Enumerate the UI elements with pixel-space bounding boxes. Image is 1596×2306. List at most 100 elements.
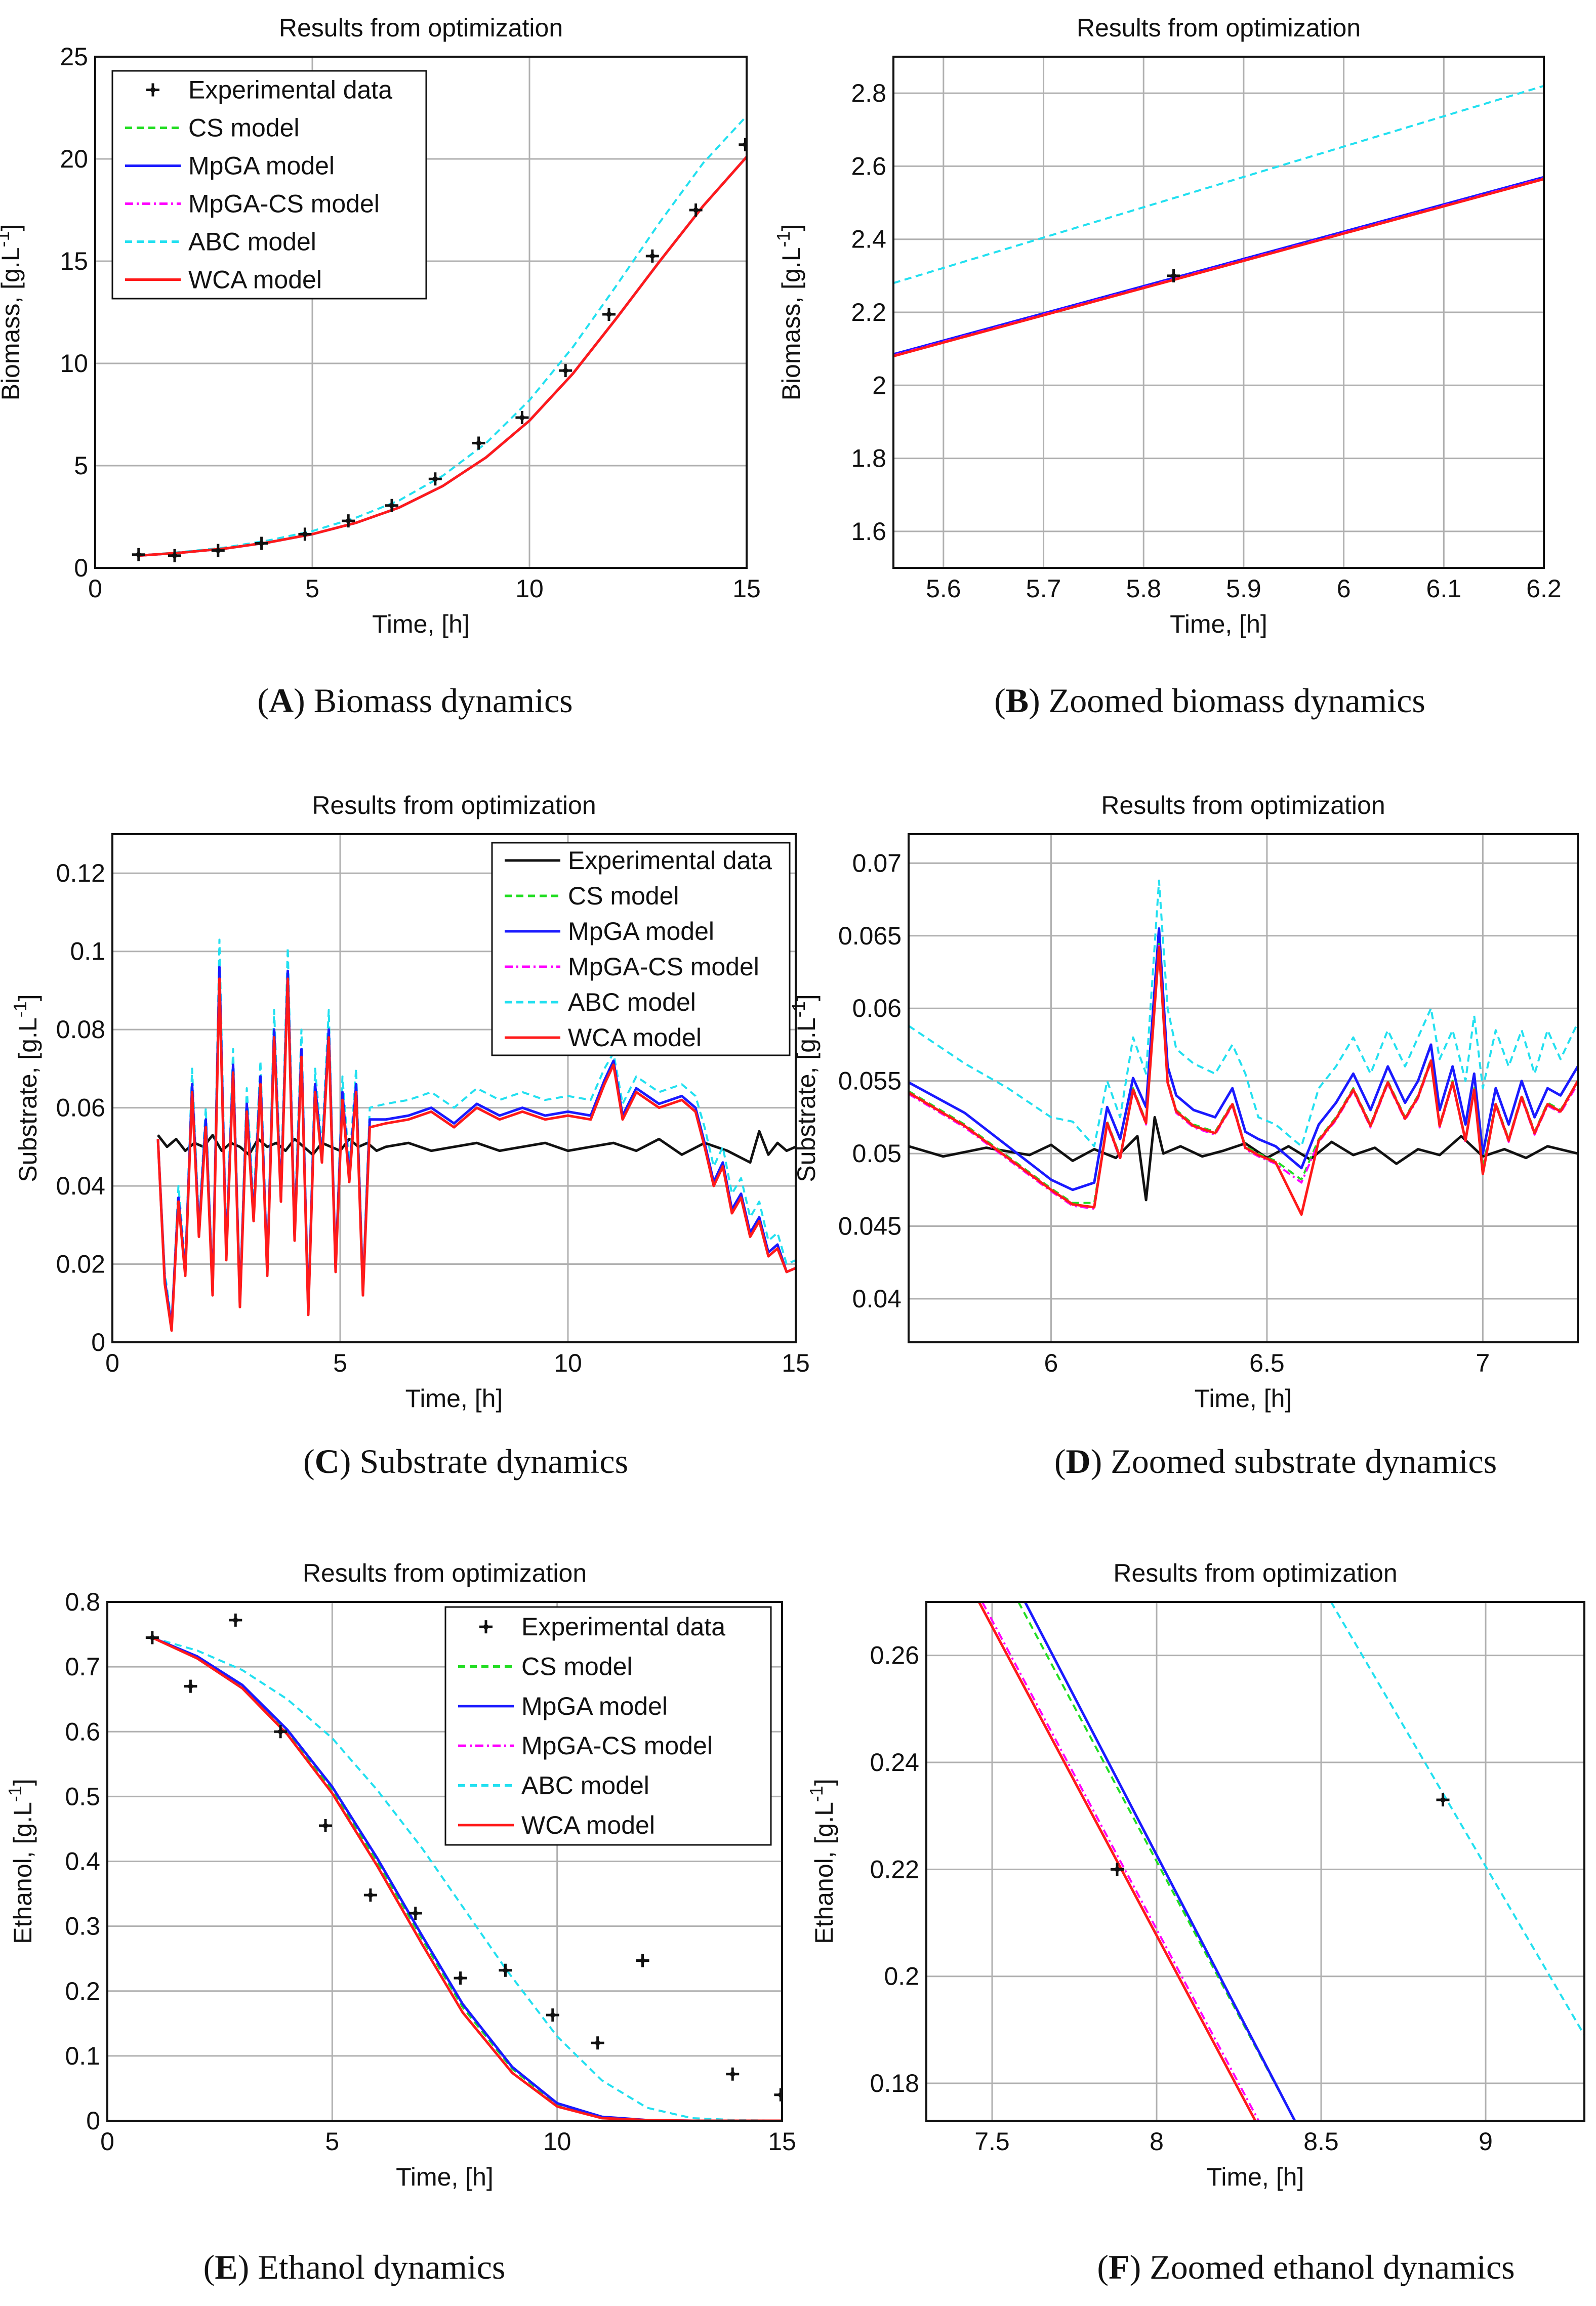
y-tick-label: 0.02 bbox=[56, 1250, 105, 1279]
caption-d: (D) Zoomed substrate dynamics bbox=[1054, 1442, 1497, 1480]
legend-label: ABC model bbox=[568, 988, 696, 1016]
y-axis-label: Biomass, [g.L-1] bbox=[773, 224, 805, 401]
x-tick-label: 7 bbox=[1476, 1349, 1490, 1377]
legend-box bbox=[111, 70, 427, 300]
experimental-point bbox=[1111, 1863, 1124, 1876]
experimental-point bbox=[184, 1679, 197, 1693]
legend-label: WCA model bbox=[568, 1023, 702, 1052]
axes-frame bbox=[94, 56, 748, 569]
series-line-abc-model bbox=[909, 879, 1578, 1147]
x-tick-label: 9 bbox=[1479, 2127, 1493, 2156]
experimental-point bbox=[602, 308, 616, 321]
x-axis-label: Time, [h] bbox=[396, 2163, 494, 2191]
legend: Experimental data CS model MpGA model MpGA-… bbox=[111, 70, 427, 300]
y-tick-label: 0.06 bbox=[852, 994, 902, 1022]
legend-label: CS model bbox=[568, 882, 679, 910]
x-tick-label: 6.1 bbox=[1426, 574, 1462, 603]
experimental-point bbox=[274, 1725, 288, 1739]
legend-label: Experimental data bbox=[568, 846, 772, 875]
y-tick-label: 0.7 bbox=[65, 1653, 100, 1681]
experimental-point bbox=[298, 527, 312, 541]
y-tick-label: 0.08 bbox=[56, 1015, 105, 1044]
y-tick-label: 2.2 bbox=[851, 298, 886, 326]
y-tick-label: 2.4 bbox=[851, 225, 886, 254]
x-tick-label: 5 bbox=[333, 1349, 347, 1377]
legend-label: ABC model bbox=[188, 228, 316, 256]
y-axis-label: Biomass, [g.L-1] bbox=[0, 224, 25, 401]
experimental-point bbox=[689, 203, 703, 217]
legend-item: CS model bbox=[125, 114, 300, 142]
x-tick-label: 15 bbox=[782, 1349, 810, 1377]
axes-frame bbox=[892, 56, 1545, 569]
caption-b: (B) Zoomed biomass dynamics bbox=[994, 681, 1425, 720]
y-tick-label: 0.6 bbox=[65, 1717, 100, 1746]
y-tick-label: 0.2 bbox=[65, 1977, 100, 2005]
x-tick-label: 10 bbox=[515, 574, 544, 603]
series-line-mpga-model bbox=[893, 176, 1544, 356]
experimental-point bbox=[363, 1888, 377, 1902]
experimental-point bbox=[636, 1954, 649, 1967]
legend-item: Experimental data bbox=[505, 846, 772, 875]
legend-box bbox=[491, 842, 791, 1056]
legend-item: MpGA model bbox=[125, 152, 335, 180]
experimental-point bbox=[645, 249, 659, 263]
legend: Experimental data CS model MpGA model MpGA-… bbox=[491, 842, 791, 1056]
y-tick-label: 1.8 bbox=[851, 444, 886, 473]
experimental-point bbox=[145, 1631, 159, 1644]
x-tick-label: 5.6 bbox=[926, 574, 961, 603]
x-tick-label: 5.7 bbox=[1026, 574, 1061, 603]
y-tick-label: 20 bbox=[60, 145, 88, 173]
legend-label: WCA model bbox=[188, 266, 322, 294]
x-tick-label: 6 bbox=[1337, 574, 1351, 603]
y-axis-label: Substrate, [g.L-1] bbox=[788, 994, 821, 1182]
chart-title: Results from optimization bbox=[279, 14, 563, 42]
legend-item: MpGA-CS model bbox=[125, 190, 380, 218]
experimental-point bbox=[774, 2088, 782, 2102]
legend-label: MpGA-CS model bbox=[188, 190, 380, 218]
y-tick-label: 0.04 bbox=[56, 1172, 105, 1200]
y-tick-label: 0.05 bbox=[852, 1139, 902, 1168]
experimental-point bbox=[319, 1819, 333, 1833]
axes-frame bbox=[111, 833, 797, 1343]
legend: Experimental data CS model MpGA model MpGA-… bbox=[444, 1606, 772, 1846]
experimental-point bbox=[1436, 1793, 1450, 1806]
axes-frame bbox=[106, 1601, 783, 2122]
experimental-point bbox=[591, 2036, 604, 2050]
series-line-abc-model bbox=[138, 115, 747, 557]
y-tick-label: 0.04 bbox=[852, 1285, 902, 1313]
x-tick-label: 0 bbox=[88, 574, 102, 603]
chart-a: 0 5 10 15 0 5 10 15 20 25 Results from optimizatio… bbox=[0, 14, 761, 638]
legend-label: CS model bbox=[521, 1653, 633, 1681]
chart-e: 0 5 10 15 0 0.1 0.2 0.3 0.4 0.5 0.6 0.7 0.8 Results f… bbox=[5, 1559, 796, 2191]
chart-title: Results from optimization bbox=[303, 1559, 587, 1587]
x-tick-label: 5 bbox=[305, 574, 319, 603]
y-tick-label: 0.2 bbox=[884, 1962, 919, 1991]
experimental-point bbox=[408, 1907, 422, 1920]
chart-f: 7.5 8 8.5 9 0.18 0.2 0.22 0.24 0.26 Results from … bbox=[806, 1559, 1585, 2191]
experimental-point bbox=[454, 1971, 467, 1985]
plot-area bbox=[926, 1602, 1584, 2121]
legend-item: ABC model bbox=[505, 988, 696, 1016]
chart-title: Results from optimization bbox=[312, 791, 596, 819]
plot-area bbox=[909, 834, 1578, 1342]
legend-item: CS model bbox=[505, 882, 679, 910]
series-line-wca-model bbox=[138, 156, 747, 557]
y-tick-label: 0.4 bbox=[65, 1847, 100, 1876]
x-tick-label: 10 bbox=[554, 1349, 582, 1377]
legend-item: WCA model bbox=[458, 1811, 655, 1839]
legend-label: MpGA-CS model bbox=[521, 1732, 713, 1760]
caption-a: (A) Biomass dynamics bbox=[257, 681, 573, 720]
x-tick-label: 10 bbox=[543, 2127, 571, 2156]
series-line-wca-model bbox=[909, 946, 1578, 1216]
legend-item: WCA model bbox=[125, 266, 322, 294]
y-tick-label: 0.18 bbox=[870, 2069, 919, 2097]
y-tick-label: 0 bbox=[74, 554, 88, 582]
chart-title: Results from optimization bbox=[1077, 14, 1361, 42]
legend-item: MpGA model bbox=[505, 917, 714, 945]
experimental-point bbox=[546, 2008, 559, 2022]
y-tick-label: 15 bbox=[60, 247, 88, 275]
x-tick-label: 5.8 bbox=[1126, 574, 1161, 603]
experimental-point bbox=[1167, 269, 1180, 282]
experimental-point bbox=[229, 1613, 242, 1627]
